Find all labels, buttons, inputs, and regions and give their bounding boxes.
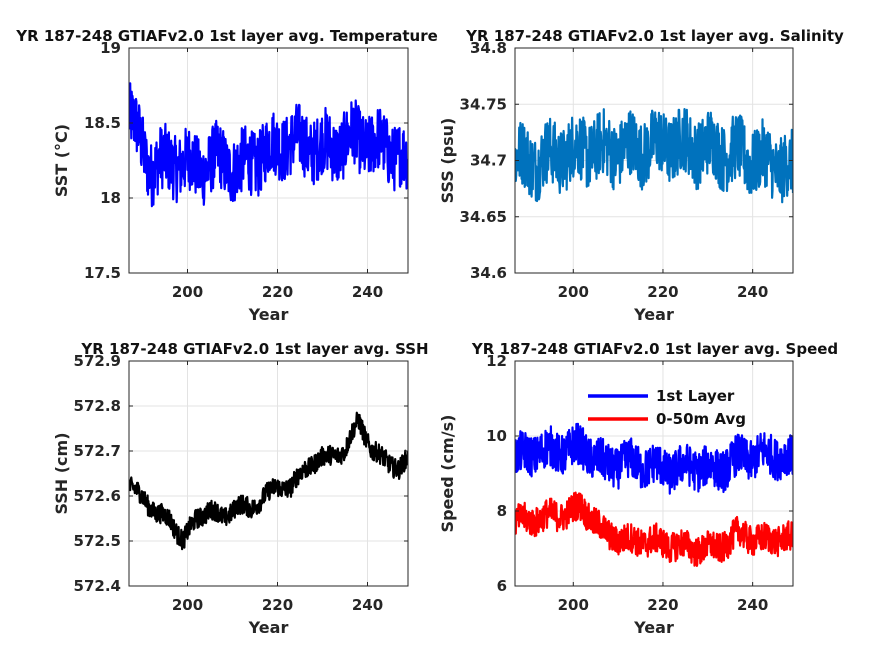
y-tick-label: 34.65: [460, 208, 507, 226]
y-tick-label: 18: [100, 189, 121, 207]
axes-box: [514, 360, 794, 587]
y-axis-label: SSS (psu): [438, 118, 457, 204]
x-tick-label: 240: [737, 283, 768, 301]
y-tick-label: 572.5: [74, 532, 121, 550]
y-tick-label: 572.9: [74, 352, 121, 370]
y-tick-label: 17.5: [84, 264, 121, 282]
y-tick-label: 34.7: [470, 152, 507, 170]
x-tick-label: 220: [262, 283, 293, 301]
x-tick-label: 200: [558, 596, 589, 614]
x-tick-label: 200: [172, 596, 203, 614]
y-tick-label: 34.8: [470, 39, 507, 57]
y-tick-label: 18.5: [84, 114, 121, 132]
chart-title: YR 187-248 GTIAFv2.0 1st layer avg. Spee…: [471, 340, 838, 358]
chart-title: YR 187-248 GTIAFv2.0 1st layer avg. Temp…: [15, 27, 438, 45]
y-tick-label: 34.6: [470, 264, 507, 282]
axes-box: [128, 360, 409, 587]
legend-label: 1st Layer: [656, 387, 735, 405]
y-tick-label: 572.8: [74, 397, 121, 415]
y-tick-label: 572.4: [74, 577, 121, 595]
series-line-1: [515, 107, 793, 204]
y-tick-label: 572.6: [74, 487, 121, 505]
y-tick-label: 8: [497, 502, 507, 520]
y-axis-label: SSH (cm): [52, 432, 71, 514]
y-tick-label: 6: [497, 577, 507, 595]
chart-panel-1: 200 220 240 17.5 18 18.5 19 Year SST (°C) YR 187-…: [15, 27, 438, 324]
y-axis-label: SST (°C): [52, 124, 71, 197]
plot-area: [129, 361, 408, 586]
x-tick-label: 200: [172, 283, 203, 301]
x-tick-label: 220: [647, 596, 678, 614]
chart-panel-4: 200 220 240 6 8 10 12 Year Speed (cm/s) YR 187-24…: [438, 340, 838, 637]
x-tick-label: 200: [558, 283, 589, 301]
y-tick-label: 12: [486, 352, 507, 370]
x-axis-label: Year: [248, 618, 289, 637]
chart-panel-2: 200 220 240 34.6 34.65 34.7 34.75 34.8 Year SSS (…: [438, 27, 844, 324]
x-tick-label: 240: [352, 283, 383, 301]
series-line-1: [515, 422, 793, 495]
series-line-1: [129, 411, 408, 551]
x-tick-label: 220: [262, 596, 293, 614]
y-tick-label: 34.75: [460, 95, 507, 113]
y-axis-label: Speed (cm/s): [438, 415, 457, 533]
legend: 1st Layer 0-50m Avg: [588, 387, 746, 428]
x-tick-label: 240: [737, 596, 768, 614]
y-tick-label: 19: [100, 39, 121, 57]
axes-box: [128, 47, 409, 274]
chart-title: YR 187-248 GTIAFv2.0 1st layer avg. SSH: [80, 340, 428, 358]
series-line-1: [129, 82, 408, 208]
legend-label: 0-50m Avg: [656, 410, 746, 428]
chart-title: YR 187-248 GTIAFv2.0 1st layer avg. Sali…: [465, 27, 844, 45]
x-tick-label: 240: [352, 596, 383, 614]
x-axis-label: Year: [633, 618, 674, 637]
chart-panel-3: 200 220 240572.4572.5572.6572.7572.8572.9Y…: [52, 340, 429, 637]
y-tick-label: 10: [486, 427, 507, 445]
y-tick-label: 572.7: [74, 442, 121, 460]
series-line-2: [515, 491, 793, 568]
x-axis-label: Year: [633, 305, 674, 324]
x-tick-label: 220: [647, 283, 678, 301]
x-axis-label: Year: [248, 305, 289, 324]
